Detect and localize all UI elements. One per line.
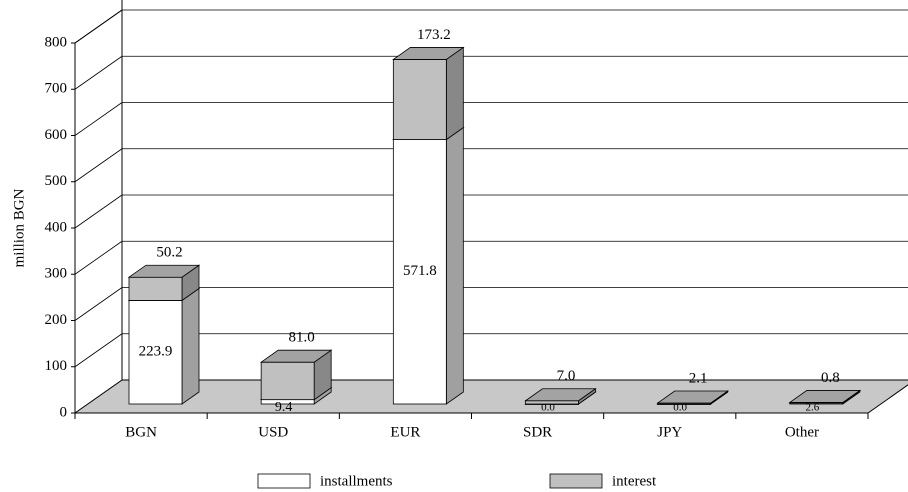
legend-label: installments: [320, 473, 393, 489]
bar-segment: [128, 300, 183, 405]
value-label: 173.2: [417, 27, 451, 43]
bar-top: [656, 390, 729, 404]
bar-side: [445, 126, 464, 405]
bar-top: [127, 264, 201, 278]
grid-diagonal: [74, 102, 123, 136]
y-tick-label: 200: [45, 312, 68, 328]
y-tick-label: 300: [45, 266, 68, 282]
grid-diagonal: [74, 148, 123, 183]
y-axis-label: million BGN: [11, 188, 27, 267]
x-tick-label: SDR: [523, 424, 552, 440]
value-label: 50.2: [156, 245, 182, 261]
value-label: 0.0: [673, 402, 687, 414]
bar-top: [392, 47, 465, 60]
bar-segment: [260, 361, 315, 401]
bar-segment: [525, 400, 579, 405]
bar-segment: [392, 139, 447, 405]
bar-top: [259, 349, 333, 363]
value-label: 571.8: [403, 263, 437, 279]
bar-side: [445, 46, 464, 141]
x-tick-label: Other: [785, 424, 819, 440]
value-label: 0.8: [821, 370, 840, 386]
y-tick-label: 0: [60, 404, 68, 420]
grid-diagonal: [74, 287, 123, 321]
y-tick-label: 800: [45, 34, 68, 50]
x-tick-label: USD: [258, 424, 288, 440]
bar-segment: [128, 276, 183, 301]
grid-diagonal: [74, 333, 123, 368]
legend-swatch: [549, 473, 603, 489]
bar-segment: [392, 59, 447, 140]
grid-diagonal: [74, 194, 123, 229]
grid-diagonal: [74, 55, 123, 90]
value-label: 2.1: [689, 370, 708, 386]
floor: [73, 379, 908, 414]
bar-top: [788, 390, 862, 403]
bar-side: [181, 287, 200, 405]
value-label: 223.9: [139, 344, 173, 360]
legend-label: interest: [612, 473, 657, 489]
y-tick-label: 700: [45, 81, 68, 97]
y-tick-label: 500: [45, 173, 68, 189]
value-label: 2.6: [805, 402, 819, 414]
legend-swatch: [257, 473, 311, 489]
y-tick-label: 100: [45, 358, 68, 374]
y-tick-label: 400: [45, 219, 68, 235]
grid-diagonal: [74, 240, 123, 275]
value-label: 0.0: [541, 402, 555, 414]
value-label: 9.4: [275, 400, 293, 415]
value-label: 7.0: [557, 368, 576, 384]
bar-top: [524, 388, 597, 402]
y-axis-top: [74, 9, 123, 44]
x-tick-label: JPY: [657, 424, 682, 440]
y-tick-label: 600: [45, 127, 68, 143]
value-label: 81.0: [289, 330, 315, 346]
x-tick-label: BGN: [125, 424, 157, 440]
x-tick-label: EUR: [390, 424, 420, 440]
